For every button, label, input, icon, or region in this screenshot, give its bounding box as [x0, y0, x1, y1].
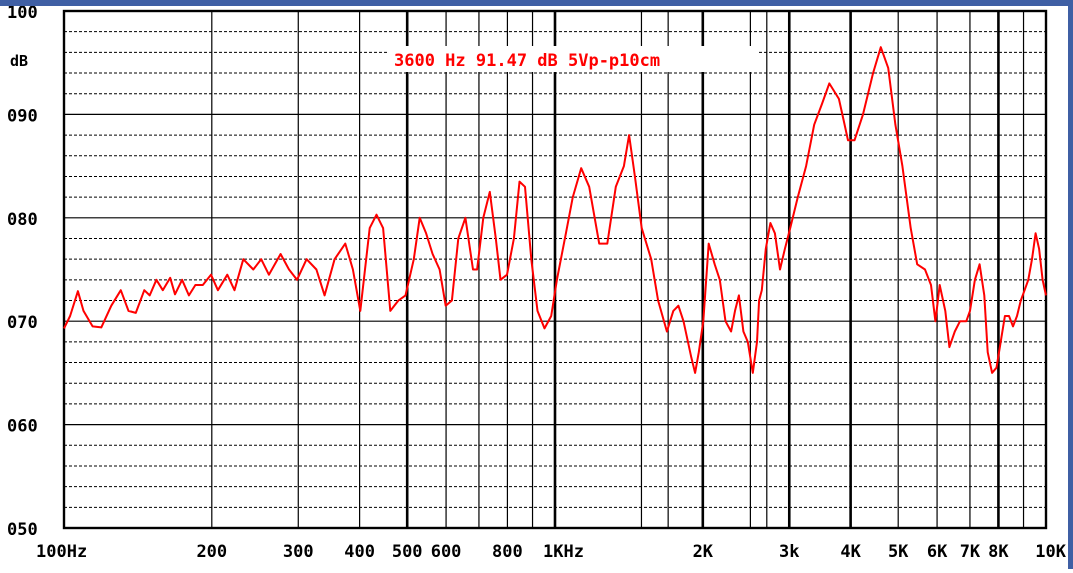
x-tick-label: 10K — [1035, 542, 1066, 562]
window-top-border — [0, 0, 1073, 6]
x-tick-label: 3k — [779, 542, 799, 562]
plot-frame — [62, 9, 1048, 530]
annotation-background — [388, 46, 758, 72]
x-tick-label: 600 — [431, 542, 462, 562]
x-tick-label: 5K — [888, 542, 909, 562]
annotation-text: 3600 Hz 91.47 dB 5Vp-p10cm — [394, 51, 660, 71]
y-tick-label: 080 — [7, 210, 38, 230]
response-curve — [63, 46, 1047, 374]
x-tick-label: 200 — [196, 542, 227, 562]
x-tick-label: 2K — [693, 542, 714, 562]
x-tick-label: 1KHz — [543, 542, 584, 562]
y-tick-label: 060 — [7, 417, 38, 437]
x-tick-label: 400 — [344, 542, 375, 562]
y-tick-label: 090 — [7, 106, 38, 126]
x-tick-label: 300 — [283, 542, 314, 562]
x-tick-label: 4K — [840, 542, 861, 562]
x-tick-label: 500 — [392, 542, 423, 562]
y-tick-label: 050 — [7, 520, 38, 540]
x-tick-label: 6K — [927, 542, 948, 562]
window-right-border — [1068, 0, 1073, 569]
y-tick-label: 100 — [7, 3, 38, 23]
x-tick-label: 8K — [988, 542, 1009, 562]
y-unit-label: dB — [10, 52, 28, 70]
x-tick-label: 800 — [492, 542, 523, 562]
x-tick-label: 7K — [960, 542, 981, 562]
x-tick-label: 100Hz — [36, 542, 87, 562]
y-tick-label: 070 — [7, 313, 38, 333]
